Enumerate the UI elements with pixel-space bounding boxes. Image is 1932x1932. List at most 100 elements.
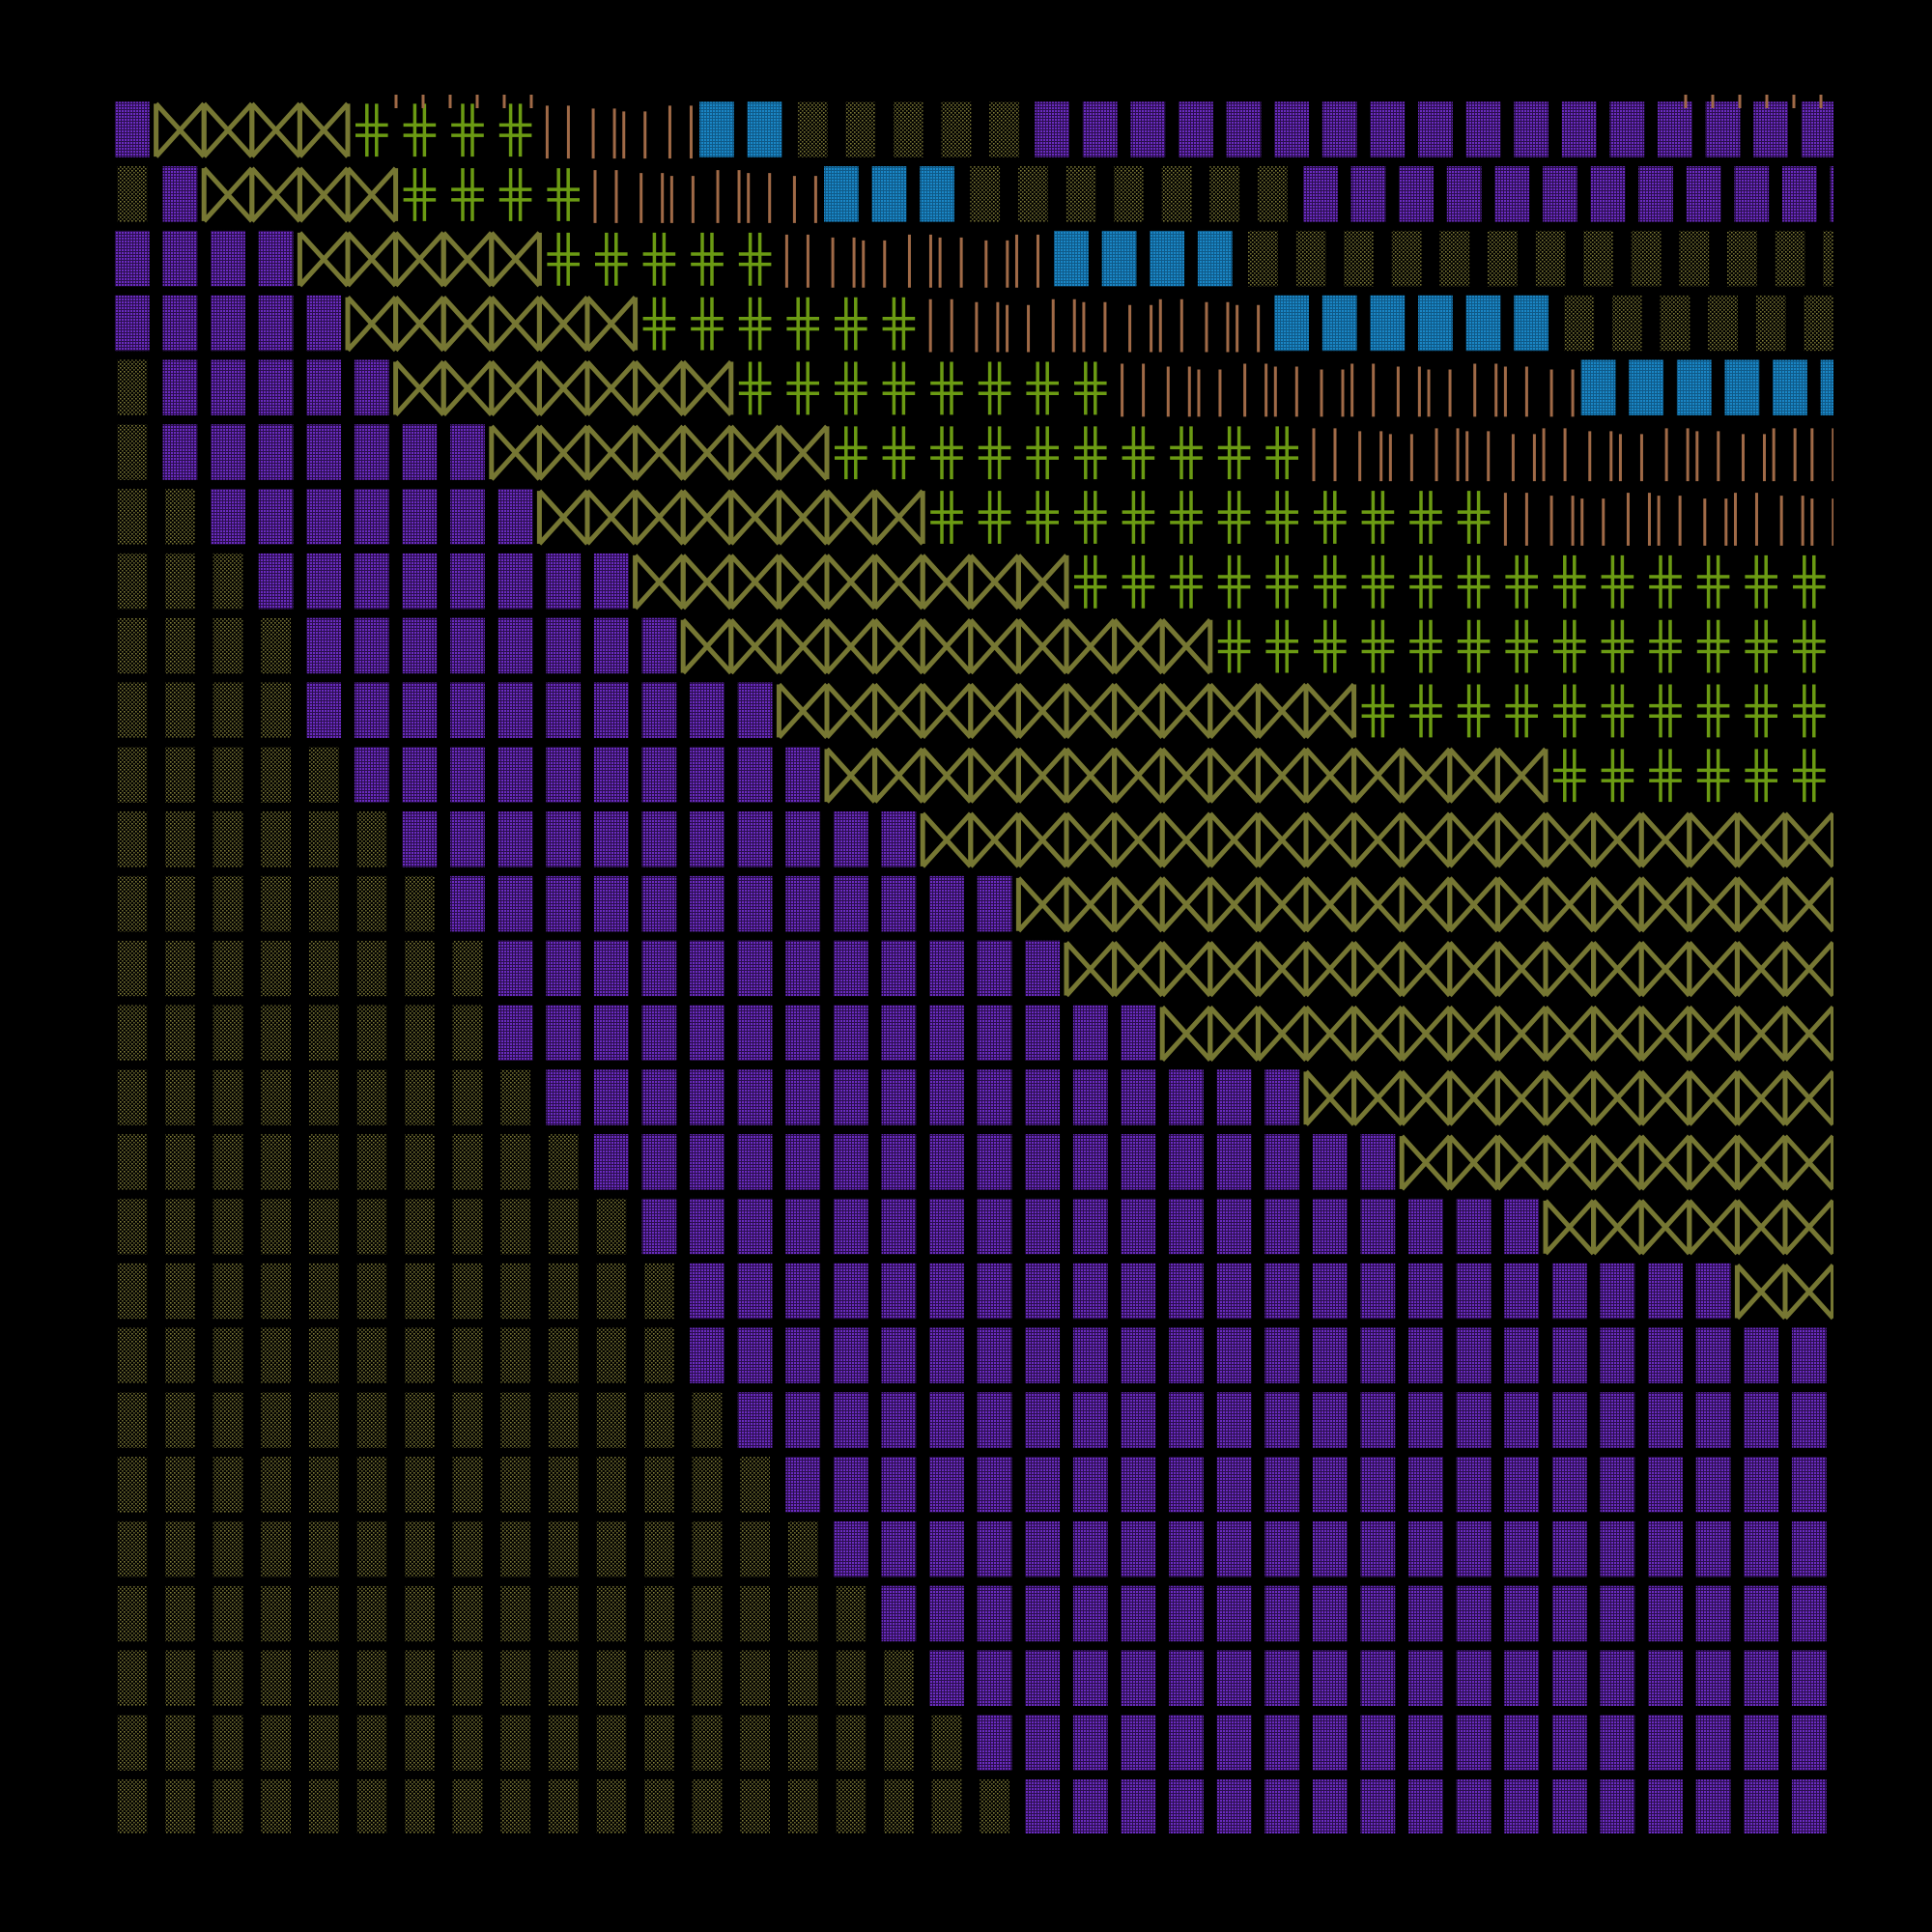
sparse-dot-cell	[452, 1263, 483, 1320]
mosaic-row	[117, 1069, 1833, 1126]
sparse-dot-cell	[356, 1520, 387, 1577]
bowtie-glyph	[1734, 876, 1788, 933]
sparse-dot-cell	[500, 1715, 530, 1771]
vertical-bars-glyph	[1542, 428, 1567, 482]
purple-dot-cell	[1456, 1585, 1492, 1642]
sparse-dot-cell	[500, 1392, 530, 1448]
purple-dot-cell	[1408, 1327, 1443, 1383]
purple-dot-cell	[1791, 1650, 1827, 1706]
sparse-dot-cell	[261, 1134, 291, 1190]
bowtie-glyph	[201, 166, 255, 223]
purple-dot-cell	[546, 747, 582, 803]
sparse-dot-cell	[452, 1327, 483, 1383]
bowtie-glyph	[1159, 876, 1213, 933]
vertical-bars-glyph	[1511, 434, 1536, 482]
bowtie-glyph	[297, 166, 351, 223]
purple-dot-cell	[1216, 1069, 1252, 1125]
purple-dot-cell	[977, 1520, 1012, 1577]
double-cross-glyph	[1361, 491, 1395, 544]
double-cross-glyph	[1601, 554, 1634, 609]
bowtie-glyph	[1687, 941, 1740, 998]
purple-dot-cell	[833, 1457, 868, 1513]
bowtie-glyph	[440, 231, 495, 288]
blue-dotted-cell	[1101, 230, 1137, 287]
purple-dot-cell	[593, 1134, 629, 1190]
purple-dot-cell	[1609, 101, 1645, 157]
sparse-dot-cell	[308, 1457, 339, 1513]
sparse-dot-cell	[213, 1779, 243, 1833]
purple-dot-cell	[1543, 166, 1577, 222]
bowtie-glyph	[1591, 1199, 1644, 1256]
double-cross-glyph	[882, 426, 916, 480]
sparse-dot-cell	[740, 1520, 770, 1577]
sparse-dot-cell	[117, 553, 148, 610]
sparse-dot-cell	[740, 1585, 770, 1642]
purple-dot-cell	[1456, 1392, 1492, 1448]
double-cross-glyph	[1122, 554, 1155, 609]
purple-dot-cell	[1551, 1650, 1587, 1706]
purple-dot-cell	[1121, 1457, 1156, 1513]
purple-dot-cell	[929, 1263, 964, 1320]
bowtie-glyph	[1782, 811, 1833, 868]
purple-dot-cell	[1169, 1715, 1204, 1771]
purple-dot-cell	[881, 1198, 917, 1255]
sparse-dot-cell	[308, 1327, 339, 1383]
purple-dot-cell	[1734, 166, 1770, 222]
bowtie-glyph	[584, 424, 639, 481]
purple-dot-cell	[1504, 1392, 1540, 1448]
bowtie-glyph	[1303, 876, 1357, 933]
purple-dot-cell	[1025, 1715, 1061, 1771]
double-cross-glyph	[1505, 684, 1538, 738]
purple-dot-cell	[929, 1520, 964, 1577]
purple-dot-cell	[450, 811, 485, 867]
purple-dot-cell	[1072, 1069, 1108, 1125]
purple-dot-cell	[354, 682, 389, 738]
sparse-dot-cell	[893, 101, 923, 157]
purple-dot-cell	[881, 940, 917, 997]
purple-dot-cell	[1600, 1650, 1635, 1706]
vertical-bars-glyph	[545, 105, 570, 159]
sparse-dot-cell	[644, 1392, 674, 1448]
purple-dot-cell	[1360, 1715, 1396, 1771]
bowtie-glyph	[1208, 941, 1261, 998]
double-cross-glyph	[1553, 619, 1586, 673]
purple-dot-cell	[1551, 1779, 1587, 1833]
bowtie-glyph	[1159, 941, 1213, 998]
purple-dot-cell	[785, 1263, 821, 1320]
bowtie-glyph	[968, 618, 1021, 675]
sparse-dot-cell	[261, 1327, 291, 1383]
purple-dot-cell	[1121, 1585, 1156, 1642]
purple-dot-cell	[977, 1585, 1012, 1642]
bowtie-glyph	[1351, 941, 1405, 998]
double-cross-glyph	[1457, 684, 1491, 738]
bowtie-glyph	[1399, 747, 1453, 804]
purple-dot-cell	[929, 875, 964, 932]
vertical-bars-glyph	[1779, 496, 1804, 546]
purple-dot-cell	[1169, 1392, 1204, 1448]
sparse-dot-cell	[117, 1134, 148, 1190]
purple-dot-cell	[306, 295, 342, 352]
purple-dot-cell	[1025, 1263, 1061, 1320]
purple-dot-cell	[833, 1134, 868, 1190]
sparse-dot-cell	[548, 1327, 579, 1383]
sparse-dot-cell	[596, 1327, 627, 1383]
bowtie-glyph	[1303, 1069, 1357, 1126]
bowtie-glyph	[1831, 1264, 1833, 1319]
purple-dot-cell	[737, 940, 773, 997]
sparse-dot-cell	[1726, 230, 1757, 287]
purple-dot-cell	[1169, 1198, 1204, 1255]
purple-dot-cell	[881, 811, 917, 867]
mosaic-row	[117, 1779, 1827, 1833]
purple-dot-cell	[546, 617, 582, 674]
sparse-dot-cell	[261, 1585, 291, 1642]
purple-dot-cell	[497, 617, 533, 674]
bowtie-glyph	[633, 424, 686, 481]
sparse-dot-cell	[596, 1520, 627, 1577]
sparse-dot-cell	[213, 1585, 243, 1642]
vertical-bars-glyph	[975, 301, 1000, 353]
purple-dot-cell	[1888, 1586, 1922, 1641]
sparse-dot-cell	[308, 940, 339, 997]
blue-dotted-cell	[1418, 295, 1453, 352]
purple-dot-cell	[641, 940, 677, 997]
purple-dot-cell	[1782, 166, 1817, 222]
